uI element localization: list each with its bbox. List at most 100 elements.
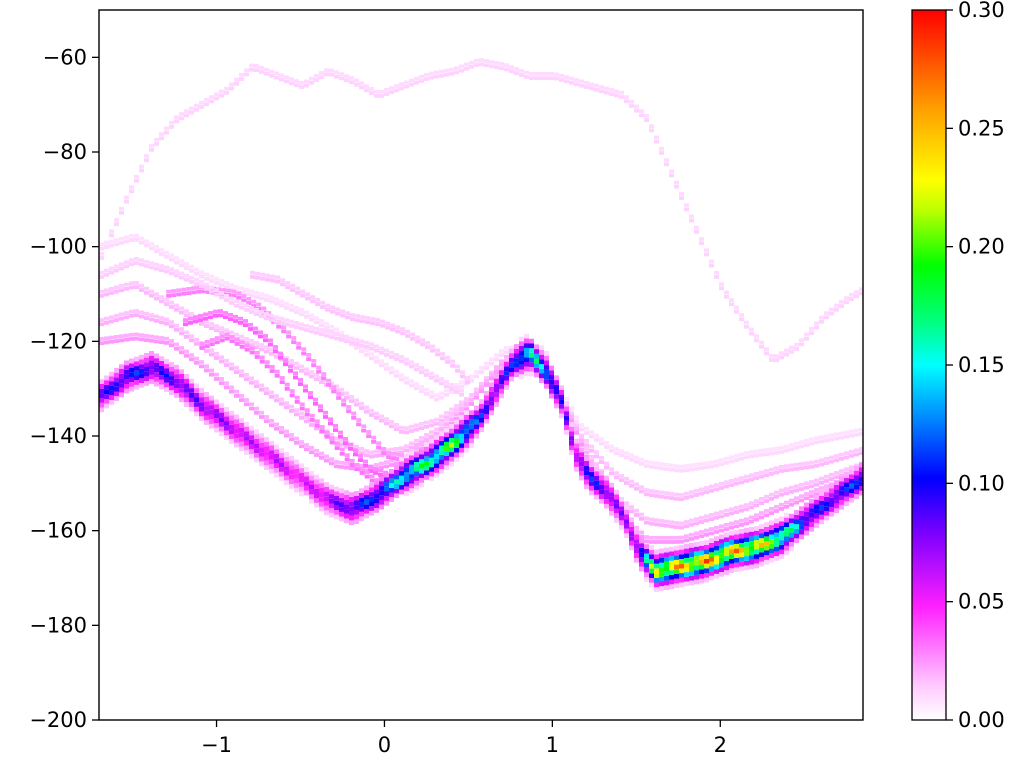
heat-cell-main — [399, 466, 404, 471]
heat-cell-main — [499, 384, 504, 389]
heat-cell-main — [169, 376, 174, 381]
heat-cell-main — [109, 381, 114, 386]
heat-cell-main — [274, 454, 279, 459]
heat-cell-faint — [814, 321, 819, 326]
heat-cell-faint — [294, 306, 299, 310]
heat-cell-faint — [754, 334, 759, 338]
heat-cell-main — [784, 522, 789, 527]
heat-cell-main — [184, 383, 189, 389]
heat-cell-faint — [239, 286, 244, 291]
heat-cell-main — [419, 459, 424, 464]
heat-cell-faint — [354, 463, 360, 467]
heat-cell-main — [669, 579, 674, 585]
heat-cell-main — [699, 555, 704, 560]
heat-cell-main — [694, 551, 699, 557]
heat-cell-faint — [344, 395, 349, 400]
heat-cell-main — [444, 465, 449, 470]
heat-cell-faint — [268, 342, 273, 347]
heat-cell-faint — [455, 364, 461, 369]
heat-cell-main — [629, 522, 634, 527]
heat-cell-main — [684, 553, 689, 558]
heat-cell-main — [219, 407, 224, 413]
heat-cell-main — [669, 570, 674, 575]
heat-cell-faint — [704, 490, 709, 495]
heat-cell-faint — [224, 385, 229, 390]
heat-cell-faint — [839, 469, 844, 473]
heat-cell-main — [209, 409, 214, 415]
heat-cell-faint — [674, 521, 679, 525]
heat-cell-main — [564, 420, 569, 426]
heat-cell-main — [419, 478, 424, 483]
heat-cell-faint — [479, 370, 484, 374]
heat-cell-faint — [171, 289, 177, 293]
heat-cell-main — [379, 504, 384, 510]
heat-cell-main — [724, 556, 729, 561]
heat-cell-main — [654, 577, 659, 583]
heat-cell-faint — [171, 293, 177, 298]
heat-cell-faint — [659, 151, 664, 155]
heat-cell-faint — [290, 283, 296, 288]
heat-cell-faint — [849, 429, 854, 434]
heat-cell-main — [469, 424, 474, 430]
heat-cell-faint — [489, 357, 494, 362]
heat-cell-faint — [223, 315, 228, 320]
heat-cell-main — [844, 501, 849, 507]
heat-cell-faint — [374, 415, 379, 420]
heat-cell-faint — [769, 447, 774, 452]
colorbar-ticks: 0.000.050.100.150.200.250.30 — [946, 0, 1005, 732]
heat-cell-faint — [654, 540, 659, 544]
heat-cell-faint — [109, 315, 114, 320]
heat-cell-main — [204, 415, 209, 421]
heat-cell-main — [834, 494, 839, 499]
heat-cell-main — [654, 559, 659, 564]
heat-cell-main — [589, 471, 594, 477]
heat-cell-faint — [674, 540, 679, 544]
heat-cell-faint — [714, 463, 719, 468]
heat-cell-faint — [404, 380, 409, 385]
heat-cell-faint — [224, 285, 229, 290]
heat-cell-main — [179, 378, 184, 384]
heat-cell-faint — [334, 464, 339, 469]
heat-cell-main — [244, 440, 249, 446]
heat-cell-faint — [279, 299, 284, 304]
heat-cell-faint — [784, 468, 789, 473]
heat-cell-main — [599, 489, 604, 495]
heat-cell-faint — [361, 424, 367, 429]
heat-cell-main — [384, 472, 389, 478]
heat-cell-faint — [734, 524, 739, 529]
heat-cell-faint — [634, 513, 639, 517]
heat-cell-main — [479, 403, 484, 409]
heat-cell-faint — [174, 346, 179, 351]
heat-cell-faint — [244, 377, 249, 382]
heat-cell-faint — [264, 316, 269, 321]
heat-cell-main — [219, 426, 224, 432]
heat-cell-main — [274, 468, 279, 473]
heat-cell-faint — [509, 345, 514, 350]
heat-cell-faint — [619, 449, 624, 454]
heat-cell-main — [369, 496, 374, 502]
heat-cell-faint — [579, 443, 584, 447]
heat-cell-faint — [400, 331, 406, 336]
heat-cell-faint — [799, 494, 804, 499]
heat-cell-faint — [499, 349, 504, 353]
heat-cell-main — [99, 388, 104, 394]
heat-cell-faint — [299, 80, 304, 85]
heat-cell-faint — [694, 493, 699, 497]
heat-cell-faint — [204, 344, 210, 348]
heat-cell-main — [349, 515, 354, 521]
heat-cell-faint — [829, 311, 834, 316]
heat-cell-faint — [779, 464, 784, 469]
heat-cell-faint — [679, 469, 684, 473]
heat-cell-faint — [804, 443, 809, 447]
heat-cell-faint — [214, 288, 219, 293]
heat-cell-main — [234, 423, 239, 429]
heat-cell-main — [449, 447, 454, 453]
heat-cell-main — [169, 390, 174, 395]
heat-cell-main — [394, 465, 399, 470]
heat-cell-main — [224, 407, 229, 412]
heat-cell-faint — [395, 329, 401, 334]
heat-cell-faint — [634, 108, 639, 113]
heat-cell-faint — [284, 386, 290, 391]
heat-cell-main — [309, 499, 314, 504]
